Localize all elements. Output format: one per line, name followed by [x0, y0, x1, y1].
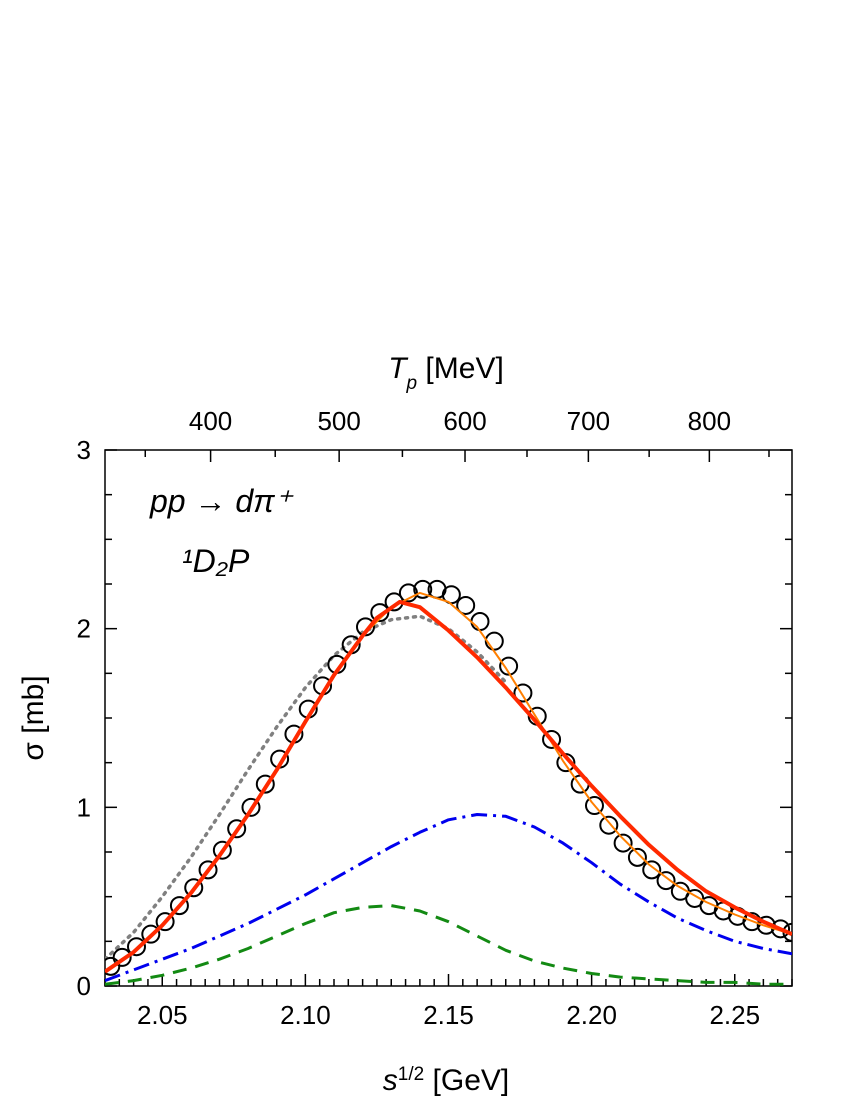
reaction-annotation: pp → dπ⁺ — [149, 483, 294, 519]
series-line-solid-red — [105, 599, 792, 974]
y-tick-label: 2 — [77, 614, 91, 644]
top-tick-label: 500 — [317, 406, 360, 436]
data-point-marker — [398, 583, 418, 603]
data-point-marker — [241, 797, 261, 817]
data-point-marker — [413, 579, 433, 599]
axis-tick-labels: 2.05 2.10 2.15 2.20 2.25 0 1 2 3 400 500 600 700 800 — [77, 406, 761, 1030]
data-point-marker — [370, 603, 390, 623]
data-point-marker — [198, 860, 218, 880]
series-line-dashdot-blue — [105, 813, 792, 983]
data-point-marker — [513, 683, 533, 703]
y-tick-label: 3 — [77, 435, 91, 465]
x-tick-label: 2.05 — [137, 1000, 188, 1030]
top-tick-label: 800 — [688, 406, 731, 436]
data-point-marker — [656, 871, 676, 891]
data-point-marker — [613, 833, 633, 853]
x-axis-title: s1/2 [GeV] — [383, 1064, 509, 1098]
top-tick-label: 700 — [567, 406, 610, 436]
series-line-thin-orange — [105, 591, 792, 973]
data-point-marker — [584, 796, 604, 816]
data-point-marker — [126, 937, 146, 957]
axis-ticks — [104, 449, 793, 987]
data-point-marker — [212, 840, 232, 860]
data-point-marker — [227, 819, 247, 839]
series-line-dotted-gray — [105, 614, 508, 961]
data-point-marker — [155, 912, 175, 932]
data-point-marker — [169, 896, 189, 916]
data-point-marker — [627, 847, 647, 867]
x-tick-label: 2.20 — [566, 1000, 617, 1030]
series-line-dashed-green — [105, 904, 792, 986]
data-point-marker — [599, 815, 619, 835]
partial-wave-annotation: ¹D₂P — [182, 543, 250, 579]
top-tick-label: 400 — [189, 406, 232, 436]
data-point-marker — [642, 860, 662, 880]
data-point-marker — [184, 878, 204, 898]
series-layer — [105, 579, 792, 986]
y-axis-title: σ [mb] — [17, 675, 50, 760]
x-tick-label: 2.10 — [280, 1000, 331, 1030]
data-point-marker — [542, 729, 562, 749]
x-tick-label: 2.25 — [709, 1000, 760, 1030]
data-point-marker — [456, 595, 476, 615]
data-point-marker — [255, 774, 275, 794]
data-point-marker — [470, 612, 490, 632]
y-tick-label: 1 — [77, 792, 91, 822]
data-point-marker — [141, 924, 161, 944]
top-axis-title: Tp [MeV] — [388, 352, 504, 394]
x-tick-label: 2.15 — [423, 1000, 474, 1030]
data-point-marker — [499, 656, 519, 676]
data-point-marker — [112, 947, 132, 967]
data-point-marker — [484, 631, 504, 651]
y-tick-label: 0 — [77, 971, 91, 1001]
top-tick-label: 600 — [443, 406, 486, 436]
